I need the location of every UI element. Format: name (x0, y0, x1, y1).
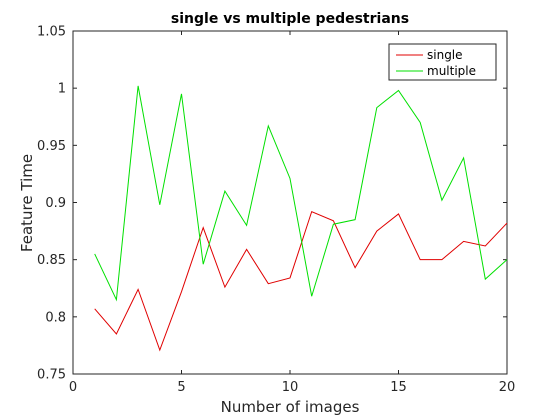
y-tick-label: 1 (58, 82, 66, 97)
legend-box (388, 43, 497, 81)
legend-label-multiple: multiple (427, 64, 476, 78)
plot-frame (72, 30, 508, 375)
x-tick-label: 0 (69, 380, 77, 395)
y-tick-label: 0.75 (37, 368, 66, 383)
y-tick-label: 0.9 (45, 196, 66, 211)
x-tick-label: 10 (282, 380, 299, 395)
y-tick-label: 1.05 (37, 25, 66, 40)
legend-label-single: single (427, 48, 463, 62)
chart-title: single vs multiple pedestrians (171, 11, 409, 27)
x-tick-label: 20 (499, 380, 516, 395)
y-axis-label: Feature Time (18, 154, 36, 252)
y-tick-label: 0.85 (37, 253, 66, 268)
plot-area: 0 5 10 15 20 0.75 0.8 0.85 0.9 0.95 1 1.05 single mul… (37, 25, 515, 396)
series-line-single (94, 210, 508, 352)
series-line-multiple (94, 85, 508, 302)
x-tick-label: 5 (177, 380, 185, 395)
x-tick-label: 15 (390, 380, 407, 395)
y-tick-label: 0.95 (37, 139, 66, 154)
y-tick-label: 0.8 (45, 310, 66, 325)
x-axis-label: Number of images (221, 398, 360, 416)
